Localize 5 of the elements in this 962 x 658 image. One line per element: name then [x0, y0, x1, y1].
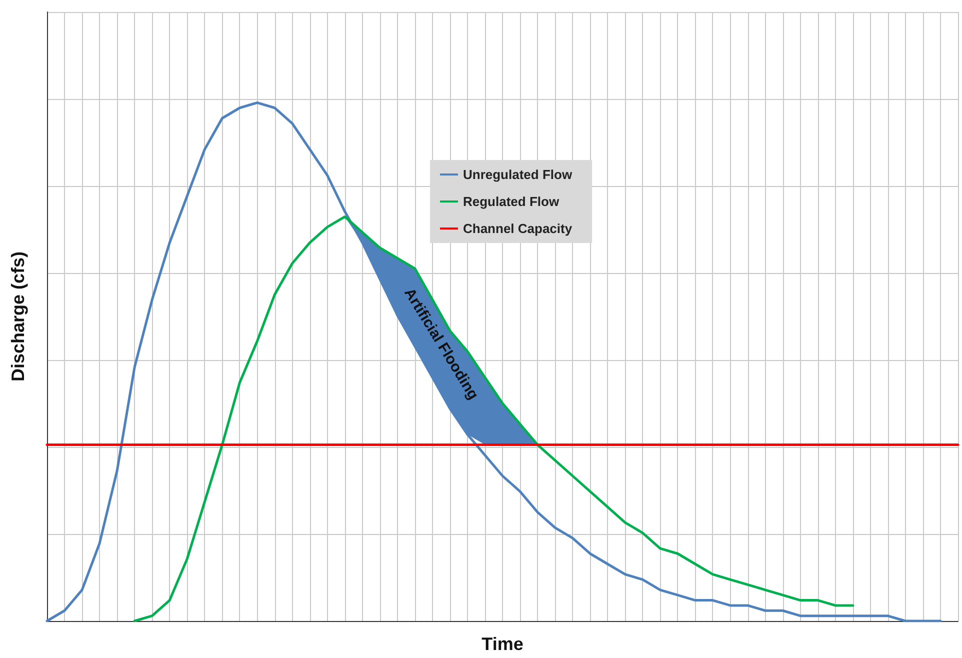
x-axis-title: Time — [482, 634, 524, 654]
legend-label: Unregulated Flow — [463, 167, 573, 182]
legend-label: Regulated Flow — [463, 194, 560, 209]
legend-label: Channel Capacity — [463, 221, 573, 236]
y-axis-title: Discharge (cfs) — [8, 251, 28, 382]
